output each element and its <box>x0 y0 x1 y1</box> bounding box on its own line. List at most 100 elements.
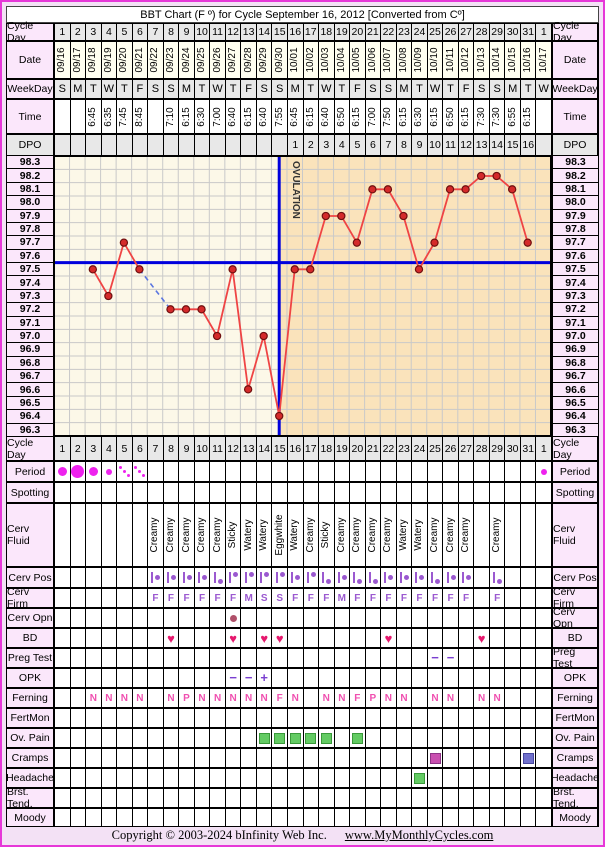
day-cell <box>147 709 163 727</box>
day-cell <box>333 483 350 502</box>
day-cell <box>488 609 505 627</box>
row-label: Cramps <box>7 749 54 767</box>
period-flow-dot <box>88 467 98 476</box>
date-value: 10/17 <box>537 47 549 73</box>
day-cell <box>209 789 225 807</box>
row-label: Cycle Day <box>7 437 54 461</box>
period-flow-dot <box>71 465 85 478</box>
cycle-day-row: Cycle Day 1 2 3 4 5 6 7 8 9 10 11 12 13 14 15 16 17 18 19 20… <box>7 20 598 44</box>
day-cell <box>85 769 101 787</box>
row-label: OPK <box>551 669 598 687</box>
temp-point <box>523 238 532 247</box>
cerv-pos-mark <box>460 571 472 584</box>
time-value: 6:15 <box>242 106 254 127</box>
day-cell <box>162 609 179 627</box>
day-cell <box>504 462 520 481</box>
day-cell <box>147 100 163 133</box>
day-cell <box>69 709 86 727</box>
day-cell: 21 <box>364 24 381 40</box>
day-cell <box>69 729 86 747</box>
cerv-pos-mark <box>351 571 363 584</box>
day-cell <box>271 729 287 747</box>
cerv-firm-value: F <box>323 592 330 604</box>
day-cell <box>193 669 210 687</box>
day-cell: 09/20 <box>116 42 132 78</box>
day-cell <box>255 568 272 587</box>
day-cell <box>240 462 256 481</box>
row-label: Period <box>7 462 54 481</box>
date-value: 10/09 <box>413 47 425 73</box>
day-cell <box>333 769 350 787</box>
y-tick-label: 98.0 <box>7 196 53 210</box>
ovulation-label: OVULATION <box>290 161 301 219</box>
day-cell: 10/08 <box>395 42 412 78</box>
day-cell <box>271 135 287 155</box>
day-cell <box>209 749 225 767</box>
day-cell <box>519 483 536 502</box>
day-cell <box>535 709 551 727</box>
day-cell: P <box>178 689 194 707</box>
y-tick-label: 98.3 <box>553 156 598 170</box>
day-cell <box>131 462 148 481</box>
day-cell <box>85 669 101 687</box>
day-cell: 10/07 <box>380 42 396 78</box>
day-cell: F <box>209 589 225 607</box>
y-tick-label: 98.1 <box>7 182 53 197</box>
temp-point <box>228 265 237 274</box>
row-label: Cerv Pos <box>551 568 598 587</box>
temp-point <box>352 238 362 247</box>
cerv-pos-mark <box>258 571 270 584</box>
day-cell <box>488 809 505 826</box>
day-cell: 9 <box>411 135 427 155</box>
temp-point <box>259 331 268 341</box>
day-cell: N <box>116 689 132 707</box>
day-cell: 10/16 <box>519 42 536 78</box>
day-cell <box>411 809 427 826</box>
day-cell <box>457 483 474 502</box>
day-cell: ♥ <box>271 629 287 647</box>
day-cell: + <box>255 669 272 687</box>
day-cell: 6:15 <box>519 100 536 133</box>
day-cell <box>364 568 381 587</box>
day-cell <box>224 135 241 155</box>
headache-square <box>413 772 425 784</box>
day-cell: 15 <box>504 135 520 155</box>
y-tick-label: 97.5 <box>7 263 53 277</box>
day-cell: 09/18 <box>85 42 101 78</box>
cerv-firm-value: M <box>244 592 253 604</box>
day-cell: Watery <box>395 504 412 566</box>
day-cell <box>364 669 381 687</box>
day-cell <box>116 669 132 687</box>
day-cell <box>519 709 536 727</box>
day-cell <box>100 568 117 587</box>
cerv-opn-dot <box>229 614 237 622</box>
day-cell <box>255 462 272 481</box>
date-value: 10/05 <box>351 47 363 73</box>
day-cell: 10 <box>193 437 210 460</box>
pre-ovulation-background <box>54 156 280 436</box>
day-cell: 7:45 <box>116 100 132 133</box>
day-cell: 10 <box>426 135 443 155</box>
day-cell <box>100 649 117 667</box>
day-cell: 6:15 <box>457 100 474 133</box>
day-cell <box>473 669 489 687</box>
date-value: 10/07 <box>382 47 394 73</box>
day-cell: T <box>302 80 319 98</box>
row-label: DPO <box>551 135 598 155</box>
website-link[interactable]: www.MyMonthlyCycles.com <box>344 828 494 842</box>
day-cell <box>535 609 551 627</box>
day-cell: 09/22 <box>147 42 163 78</box>
day-cell <box>224 462 241 481</box>
day-cell <box>364 649 381 667</box>
day-cell <box>302 649 319 667</box>
spotting-row: Spotting Spotting <box>7 483 598 504</box>
day-cell <box>364 749 381 767</box>
day-cell: Watery <box>255 504 272 566</box>
day-cell <box>519 589 536 607</box>
brst-tend-row: Brst. Tend. Brst. Tend. <box>7 786 598 810</box>
day-cell: 10/04 <box>333 42 350 78</box>
day-cell <box>162 669 179 687</box>
day-cell <box>209 135 225 155</box>
day-cell: 17 <box>302 24 319 40</box>
day-cell: 8 <box>395 135 412 155</box>
